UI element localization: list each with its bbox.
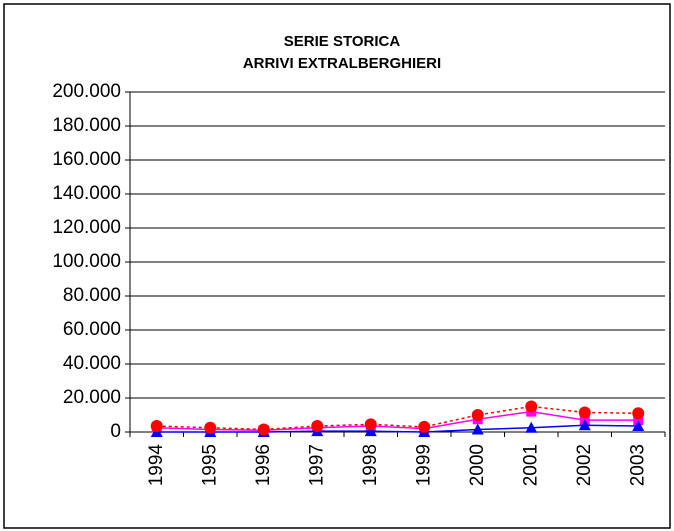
y-tick-label: 80.000: [63, 285, 121, 306]
chart-subtitle: ARRIVI EXTRALBERGHIERI: [243, 55, 441, 72]
marker: [525, 421, 538, 433]
marker: [471, 409, 484, 421]
x-tick-label: 1995: [199, 444, 220, 486]
x-tick-label: 1999: [413, 444, 434, 486]
marker: [364, 425, 377, 437]
marker: [364, 418, 377, 431]
marker: [150, 420, 163, 433]
y-tick-label: 140.000: [52, 183, 121, 204]
series-line: [156, 424, 639, 433]
x-tick-label: 1998: [360, 444, 381, 486]
y-tick-label: 160.000: [52, 149, 121, 170]
y-tick-label: 100.000: [52, 251, 121, 272]
x-tick-label: 2003: [627, 444, 648, 486]
marker: [632, 420, 645, 432]
chart-border: [3, 3, 671, 529]
series-line: [156, 410, 639, 432]
x-tick-label: 2000: [467, 444, 488, 486]
marker: [632, 407, 645, 420]
y-tick-label: 60.000: [63, 319, 121, 340]
x-tick-label: 1997: [306, 444, 327, 486]
y-tick-label: 40.000: [63, 353, 121, 374]
x-tick-label: 1996: [253, 444, 274, 486]
y-tick-label: 0: [110, 421, 121, 442]
x-tick-label: 2002: [574, 444, 595, 486]
x-tick-label: 2001: [520, 444, 541, 486]
y-tick-label: 200.000: [52, 81, 121, 102]
marker: [257, 423, 270, 436]
x-tick-label: 1994: [146, 444, 167, 487]
marker: [471, 423, 484, 435]
y-tick-label: 120.000: [52, 217, 121, 238]
marker: [311, 420, 324, 433]
y-tick-label: 20.000: [63, 387, 121, 408]
y-tick-label: 180.000: [52, 115, 121, 136]
marker: [204, 421, 217, 434]
marker: [578, 419, 591, 431]
marker: [525, 400, 538, 413]
series-line: [156, 405, 639, 431]
chart-title: SERIE STORICA: [284, 33, 401, 50]
marker: [418, 420, 431, 433]
marker: [578, 406, 591, 419]
